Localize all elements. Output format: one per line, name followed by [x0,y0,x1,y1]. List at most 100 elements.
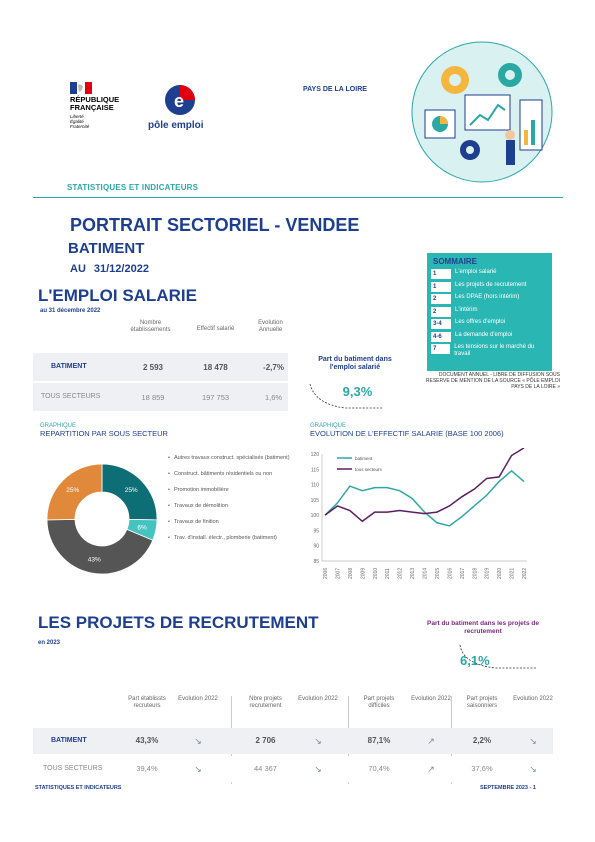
legend-label: Autres travaux construct. spécialisés (b… [174,455,290,461]
x-tick-label: 2022 [522,568,528,579]
sommaire-item-num: 7 [431,344,451,354]
x-tick-label: 2020 [497,568,503,579]
trend-arrow-icon: ↘ [194,736,202,746]
graph2-caption: GRAPHIQUE EVOLUTION DE L'EFFECTIF SALARI… [310,423,504,438]
bullet-icon: • [168,503,170,509]
legend-label: batiment [355,456,373,461]
graph1-cap-small: GRAPHIQUE [40,423,77,429]
sommaire-item-label: Les tensions sur le marché du travail [454,344,535,357]
svg-text:e: e [174,91,184,111]
section-emploi-sub: au 31 décembre 2022 [40,308,101,314]
row-value: 43,3% [135,736,159,745]
share-arc-icon [459,644,537,669]
divider [33,197,563,198]
republic-label: RÉPUBLIQUE FRANÇAISE [70,95,120,112]
row-value: 39,4% [136,764,158,773]
row-label: BATIMENT [51,737,87,744]
bullet-icon: • [168,487,170,493]
sommaire-item-num: 2 [431,306,451,317]
row-value: 2,2% [472,736,492,745]
sommaire-item: 4-6 La demande d'emploi [431,331,548,344]
y-tick-label: 100 [311,513,320,519]
region-label: PAYS DE LA LOIRE [303,86,367,93]
pie-chart: 25% 6% 43% 25% [46,463,158,575]
y-tick-label: 115 [311,467,319,473]
graph1-caption: GRAPHIQUE REPARTITION PAR SOUS SECTEUR [40,423,168,438]
trend-arrow-icon: ↘ [314,736,322,746]
sommaire-item: 2 L'intérim [431,306,548,319]
sommaire-item-label: L'intérim [455,306,478,313]
trend-arrow-icon: ↘ [314,764,322,774]
row-evol: -2,7% [263,363,284,372]
y-tick-label: 90 [313,544,319,550]
pole-emploi-logo: e [165,85,195,115]
legend-item: • Trav. d'install. électr., plomberie (ba… [168,535,293,542]
col-header: Evolution 2022 [513,696,553,702]
emploi-share-value: 9,3% [342,384,373,399]
sommaire-item: 1 Les projets de recrutement [431,281,548,294]
legend-label: Promotion immobilière [174,487,229,493]
row-value: 87,1% [367,736,391,745]
sommaire-item-label: L'emploi salarié [455,269,497,275]
x-tick-label: 2021 [510,568,516,579]
table-row: TOUS SECTEURS 18 859 197 753 1,6% [33,383,288,411]
sommaire-item: 1 L'emploi salarié [431,269,548,281]
col-header: Evolution 2022 [411,696,451,702]
sommaire-title: SOMMAIRE [433,257,477,266]
row-value: 2 706 [255,736,276,745]
legend-item: • Autres travaux construct. spécialisés (… [168,455,293,462]
y-tick-label: 95 [313,528,319,534]
x-tick-label: 2019 [485,568,491,579]
col-header-evol: Evolution Annuelle [258,320,283,333]
sommaire-item-label: Les projets de recrutement [455,281,527,288]
row-label: TOUS SECTEURS [43,765,103,772]
legend-item: • Construct. bâtiments résidentiels ou no… [168,471,293,478]
row-value: 37,6% [471,764,493,773]
table-row: BATIMENT 43,3% ↘ 2 706 ↘ 87,1% ↗ 2,2% ↘ [33,728,553,754]
pie-slice-label: 6% [137,524,147,531]
legend-label: Travaux de finition [174,519,219,525]
y-tick-label: 105 [311,498,320,504]
sommaire-box: SOMMAIRE 1 L'emploi salarié 1 Les projets d… [427,253,552,371]
date-prefix: AU [70,263,86,275]
pie-slice [101,463,158,521]
x-tick-label: 2008 [348,568,354,579]
legend-item: • Travaux de démolition [168,503,293,510]
sommaire-item-num: 1 [431,281,451,292]
graph2-cap-small: GRAPHIQUE [310,423,347,429]
table-row: TOUS SECTEURS 39,4% ↘ 44 367 ↘ 70,4% ↗ 37,6% ↘ [33,756,553,782]
legend-label: Travaux de démolition [174,503,228,509]
x-tick-label: 2014 [423,568,429,579]
section-emploi-title: L'EMPLOI SALARIE [38,286,197,305]
x-tick-label: 2011 [385,568,391,579]
row-label: BATIMENT [51,363,87,370]
pie-slice [46,519,154,575]
row-eff: 197 753 [201,393,230,402]
share-arc-icon [309,383,383,409]
row-etab: 2 593 [142,363,164,372]
x-tick-label: 2015 [435,568,441,579]
pie-slice-label: 25% [125,487,138,494]
emploi-table: Nombre établissements Effectif salarié E… [33,320,288,411]
section-recrutement-sub: en 2023 [38,640,61,646]
row-value: 44 367 [254,764,277,773]
x-tick-label: 2007 [335,568,341,579]
x-tick-label: 2006 [323,568,329,579]
series-line-tous-secteurs [324,448,525,523]
sommaire-item: 3-4 Les offres d'emploi [431,319,548,331]
col-header: Nbre projets recrutement [249,696,282,709]
sommaire-item-label: La demande d'emploi [455,331,513,338]
col-header: Evolution 2022 [298,696,338,702]
recrutement-share-value: 6,1% [460,653,490,668]
sommaire-item-num: 2 [431,294,451,304]
x-tick-label: 2012 [398,568,404,579]
legend-label: tous secteurs [355,467,383,472]
emploi-share: Part du batiment dans l'emploi salarié 9… [305,356,405,409]
y-tick-label: 110 [311,483,319,489]
sommaire-item: 7 Les tensions sur le marché du travail [431,344,548,357]
sommaire-item-num: 4-6 [431,331,451,342]
pole-emploi-label: pôle emploi [148,120,204,131]
document-note: DOCUMENT ANNUEL - LIBRE DE DIFFUSION SOU… [425,372,560,390]
legend-item: • Travaux de finition [168,519,293,526]
pie-slice [46,463,103,521]
